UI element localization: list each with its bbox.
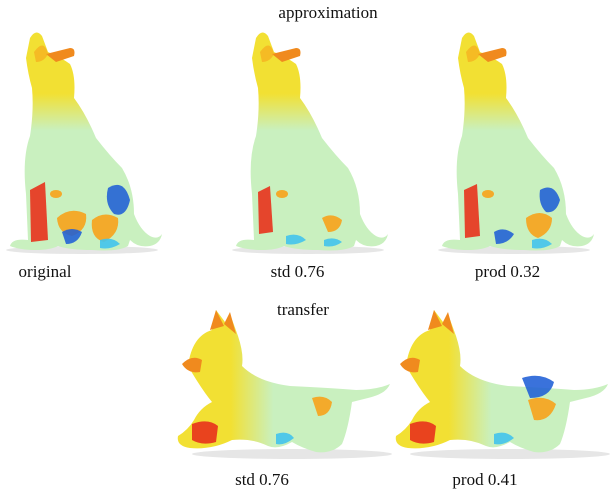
- caption-bottom-std: std 0.76: [235, 470, 289, 489]
- std-pattern: [192, 396, 332, 445]
- sitting-dog-prod: [438, 32, 594, 254]
- haunch-orange-patch-2: [91, 214, 119, 242]
- thigh-orange-patch: [312, 396, 332, 416]
- haunch-orange-patch: [57, 210, 87, 236]
- paw-cyan-patch: [100, 238, 120, 249]
- paw-blue-patch: [62, 229, 82, 244]
- std-pattern: [258, 186, 342, 247]
- paw-cyan-patch-2: [324, 238, 342, 247]
- front-leg-red-patch: [192, 421, 218, 444]
- caption-bottom-prod: prod 0.41: [452, 470, 518, 489]
- caption-original: original: [18, 262, 72, 281]
- original-pattern: [30, 182, 130, 249]
- running-dog-std: [177, 310, 392, 459]
- paw-cyan-patch: [532, 238, 552, 249]
- front-leg-red-patch: [410, 421, 436, 444]
- thigh-blue-patch: [106, 184, 130, 215]
- back-blue-patch: [522, 375, 554, 398]
- running-dog-prod-panel: [390, 306, 610, 466]
- paw-cyan-patch: [276, 432, 294, 445]
- caption-top-std: std 0.76: [270, 262, 325, 281]
- dog-body-shape: [438, 32, 594, 254]
- thigh-blue-patch: [539, 187, 560, 213]
- thigh-orange-patch: [528, 397, 556, 421]
- running-dog-std-panel: [172, 306, 394, 466]
- front-leg-red-patch: [464, 184, 480, 238]
- sitting-dog-original-panel: [0, 18, 165, 254]
- haunch-orange-patch: [322, 215, 342, 232]
- front-leg-red-patch: [258, 186, 273, 234]
- prod-pattern: [410, 375, 556, 445]
- haunch-orange-patch: [526, 213, 552, 238]
- sitting-dog-prod-panel: [432, 18, 597, 254]
- sitting-dog-std-panel: [226, 18, 391, 254]
- running-dog-prod: [395, 310, 610, 459]
- sitting-dog-std: [232, 32, 388, 254]
- prod-pattern: [464, 184, 560, 249]
- paw-cyan-patch: [286, 234, 306, 245]
- front-leg-red-patch: [30, 182, 48, 242]
- heading-transfer: transfer: [277, 300, 329, 319]
- dog-body-shape: [232, 32, 388, 254]
- paw-blue-patch: [494, 229, 514, 244]
- heading-approximation: approximation: [278, 3, 378, 22]
- sitting-dog-original: [6, 32, 162, 254]
- caption-top-prod: prod 0.32: [474, 262, 541, 281]
- paw-cyan-patch: [494, 432, 514, 445]
